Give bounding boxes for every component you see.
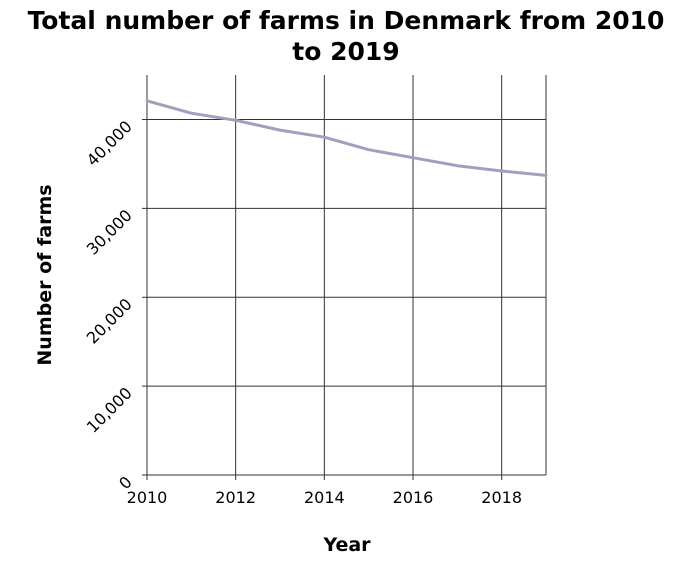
x-tick-label-2018: 2018 (481, 488, 522, 507)
series-line-0 (145, 99, 548, 177)
chart-title-line-2: to 2019 (292, 37, 399, 66)
chart-title-line-1: Total number of farms in Denmark from 20… (28, 6, 665, 35)
x-tick-label-2014: 2014 (304, 488, 345, 507)
horizontal-gridlines (142, 118, 546, 476)
y-tick-label-30000: 30,000 (83, 206, 136, 259)
y-tick-label-20000: 20,000 (83, 295, 136, 348)
y-tick-label-10000: 10,000 (83, 384, 136, 437)
y-axis-label: Number of farms (34, 184, 56, 365)
vertical-gridlines (146, 75, 547, 480)
x-axis-label: Year (322, 534, 371, 556)
x-axis-tick-labels: 2010 2012 2014 2016 2018 (127, 488, 522, 507)
x-tick-label-2012: 2012 (215, 488, 256, 507)
series-layer (145, 99, 548, 177)
x-tick-label-2016: 2016 (393, 488, 434, 507)
y-tick-label-40000: 40,000 (83, 117, 136, 170)
x-tick-label-2010: 2010 (127, 488, 168, 507)
